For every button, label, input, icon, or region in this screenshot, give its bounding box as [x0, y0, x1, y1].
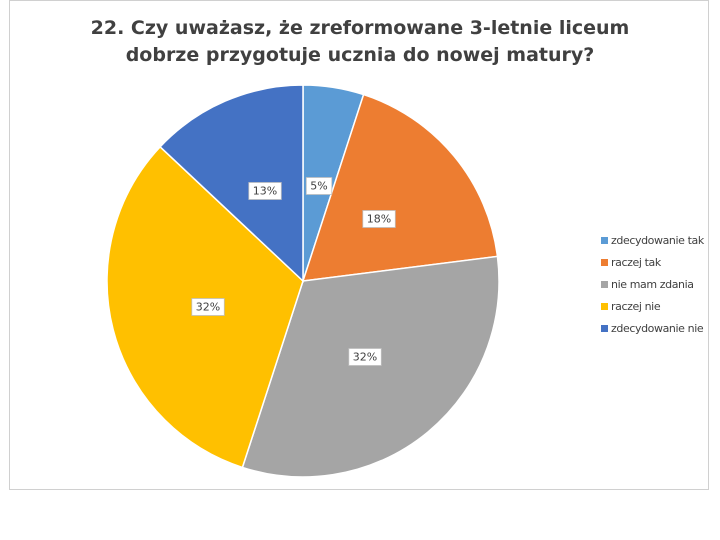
pie-slice-zdecydowanie-nie: [159, 84, 304, 283]
chart-frame: 22. Czy uważasz, że zreformowane 3-letni…: [9, 0, 709, 490]
chart-title-line-2: dobrze przygotuje ucznia do nowej matury…: [125, 44, 595, 66]
legend-swatch: [601, 324, 608, 332]
legend-label: zdecydowanie tak: [611, 234, 704, 247]
data-label-box: [248, 182, 282, 200]
legend-swatch: [601, 280, 608, 288]
data-label-box: [305, 177, 333, 195]
data-label-raczej-tak: 18%: [367, 213, 391, 226]
legend-item-raczej-tak: raczej tak: [601, 255, 661, 271]
data-label-zdecydowanie-nie: 13%: [253, 185, 277, 198]
legend-swatch: [601, 302, 608, 310]
data-label-nie-mam-zdania: 32%: [353, 351, 377, 364]
pie-chart: 5% 18% 32% 32% 13%: [106, 84, 500, 478]
legend-swatch: [601, 236, 608, 244]
data-label-box: [191, 298, 225, 316]
legend-label: nie mam zdania: [611, 278, 694, 291]
legend-swatch: [601, 258, 608, 266]
legend-item-nie-mam-zdania: nie mam zdania: [601, 277, 694, 293]
pie-slice-nie-mam-zdania: [241, 255, 500, 478]
data-label-box: [348, 348, 382, 366]
legend-label: raczej nie: [611, 300, 661, 313]
legend-label: raczej tak: [611, 256, 661, 269]
legend-item-zdecydowanie-nie: zdecydowanie nie: [601, 321, 704, 337]
data-label-raczej-nie: 32%: [196, 301, 220, 314]
legend-item-raczej-nie: raczej nie: [601, 299, 661, 315]
data-label-zdecydowanie-tak: 5%: [310, 180, 327, 193]
chart-title-line-1: 22. Czy uważasz, że zreformowane 3-letni…: [90, 17, 630, 39]
legend-label: zdecydowanie nie: [611, 322, 704, 335]
pie-slice-raczej-tak: [301, 93, 499, 282]
data-label-box: [362, 210, 396, 228]
chart-title: 22. Czy uważasz, że zreformowane 3-letni…: [10, 15, 710, 69]
legend-item-zdecydowanie-tak: zdecydowanie tak: [601, 233, 704, 249]
